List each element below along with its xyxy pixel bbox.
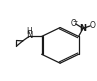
Text: N: N <box>26 31 32 40</box>
Text: O: O <box>70 19 76 28</box>
Text: −: − <box>72 18 77 23</box>
Text: N: N <box>79 24 87 33</box>
Text: H: H <box>26 27 32 37</box>
Text: O: O <box>90 21 96 30</box>
